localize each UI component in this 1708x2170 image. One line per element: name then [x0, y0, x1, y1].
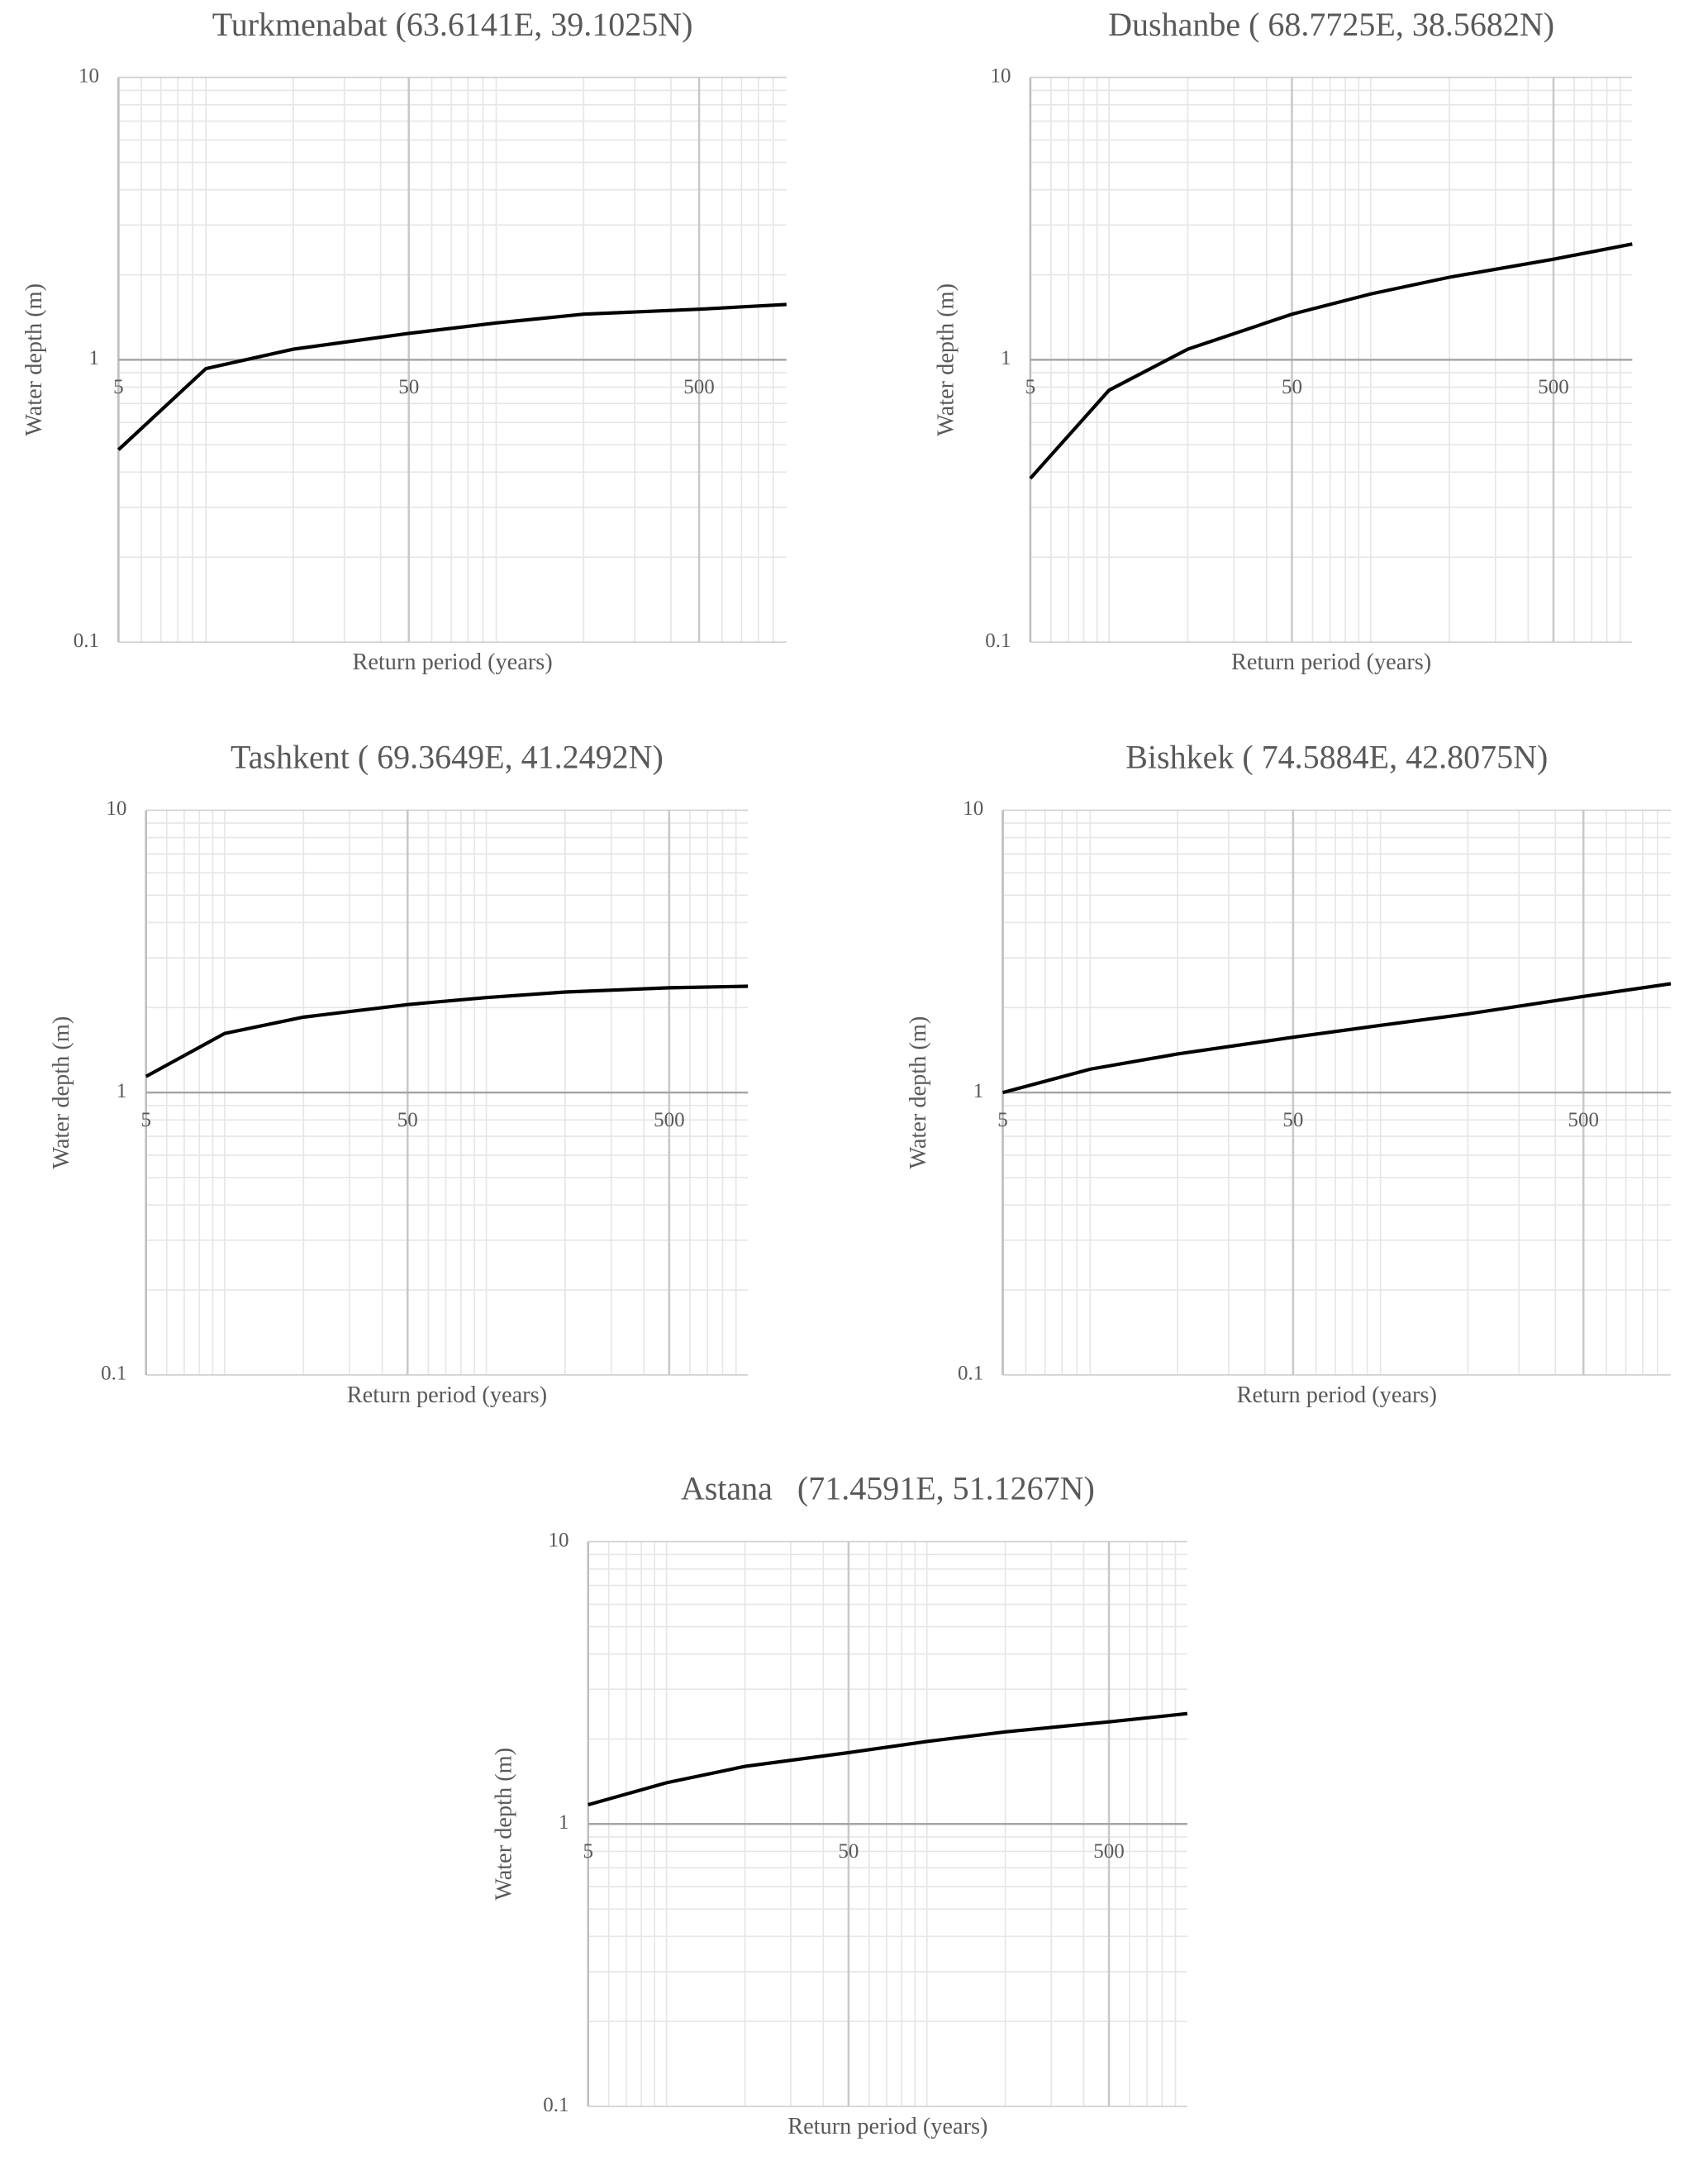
y-tick-label: 1: [1001, 347, 1011, 369]
y-tick-label: 10: [963, 797, 983, 820]
y-tick-label: 10: [79, 64, 99, 87]
data-line: [588, 1711, 1188, 1807]
x-tick-label: 50: [398, 376, 419, 398]
y-tick-label: 1: [973, 1080, 984, 1102]
x-tick-label: 50: [397, 1109, 418, 1131]
chart-title: Dushanbe ( 68.7725E, 38.5682N): [1108, 6, 1554, 43]
y-tick-label: 1: [89, 347, 100, 369]
y-tick-label: 1: [559, 1811, 569, 1834]
chart-title: Tashkent ( 69.3649E, 41.2492N): [231, 739, 664, 776]
chart-title: Bishkek ( 74.5884E, 42.8075N): [1125, 739, 1548, 776]
data-line: [1029, 242, 1633, 480]
x-tick-label: 5: [140, 1109, 151, 1131]
x-tick-label: 500: [683, 376, 715, 398]
y-tick-label: 0.1: [74, 630, 99, 652]
x-tick-label: 50: [1282, 1109, 1303, 1131]
chart-title: Astana (71.4591E, 51.1267N): [681, 1470, 1095, 1507]
x-axis-title: Return period (years): [787, 2114, 987, 2139]
x-axis-title: Return period (years): [347, 1382, 547, 1408]
y-tick-label: 10: [991, 64, 1011, 87]
x-axis-title: Return period (years): [1231, 650, 1431, 675]
chart-title: Turkmenabat (63.6141E, 39.1025N): [212, 6, 693, 43]
y-tick-label: 0.1: [543, 2094, 569, 2116]
x-tick-label: 50: [838, 1840, 859, 1863]
x-tick-label: 500: [654, 1109, 685, 1131]
x-tick-label: 500: [1568, 1109, 1599, 1131]
y-tick-label: 10: [106, 797, 126, 820]
x-tick-label: 5: [113, 376, 124, 398]
data-line: [145, 984, 749, 1078]
y-axis-title: Water depth (m): [21, 283, 47, 436]
x-axis-title: Return period (years): [352, 650, 552, 675]
data-line: [117, 302, 787, 451]
x-tick-label: 5: [997, 1109, 1008, 1131]
x-axis-title: Return period (years): [1237, 1382, 1437, 1408]
x-tick-label: 50: [1282, 376, 1302, 398]
y-tick-label: 0.1: [101, 1363, 126, 1385]
y-tick-label: 1: [117, 1080, 127, 1102]
x-tick-label: 500: [1093, 1840, 1125, 1863]
y-axis-title: Water depth (m): [933, 283, 959, 436]
y-axis-title: Water depth (m): [49, 1016, 74, 1169]
y-tick-label: 0.1: [985, 630, 1011, 652]
y-axis-title: Water depth (m): [491, 1748, 516, 1901]
x-tick-label: 500: [1538, 376, 1568, 398]
y-tick-label: 10: [548, 1529, 569, 1551]
x-tick-label: 5: [1025, 376, 1035, 398]
data-line: [1001, 982, 1672, 1095]
y-tick-label: 0.1: [958, 1363, 983, 1385]
x-tick-label: 5: [583, 1840, 594, 1863]
y-axis-title: Water depth (m): [906, 1016, 931, 1169]
